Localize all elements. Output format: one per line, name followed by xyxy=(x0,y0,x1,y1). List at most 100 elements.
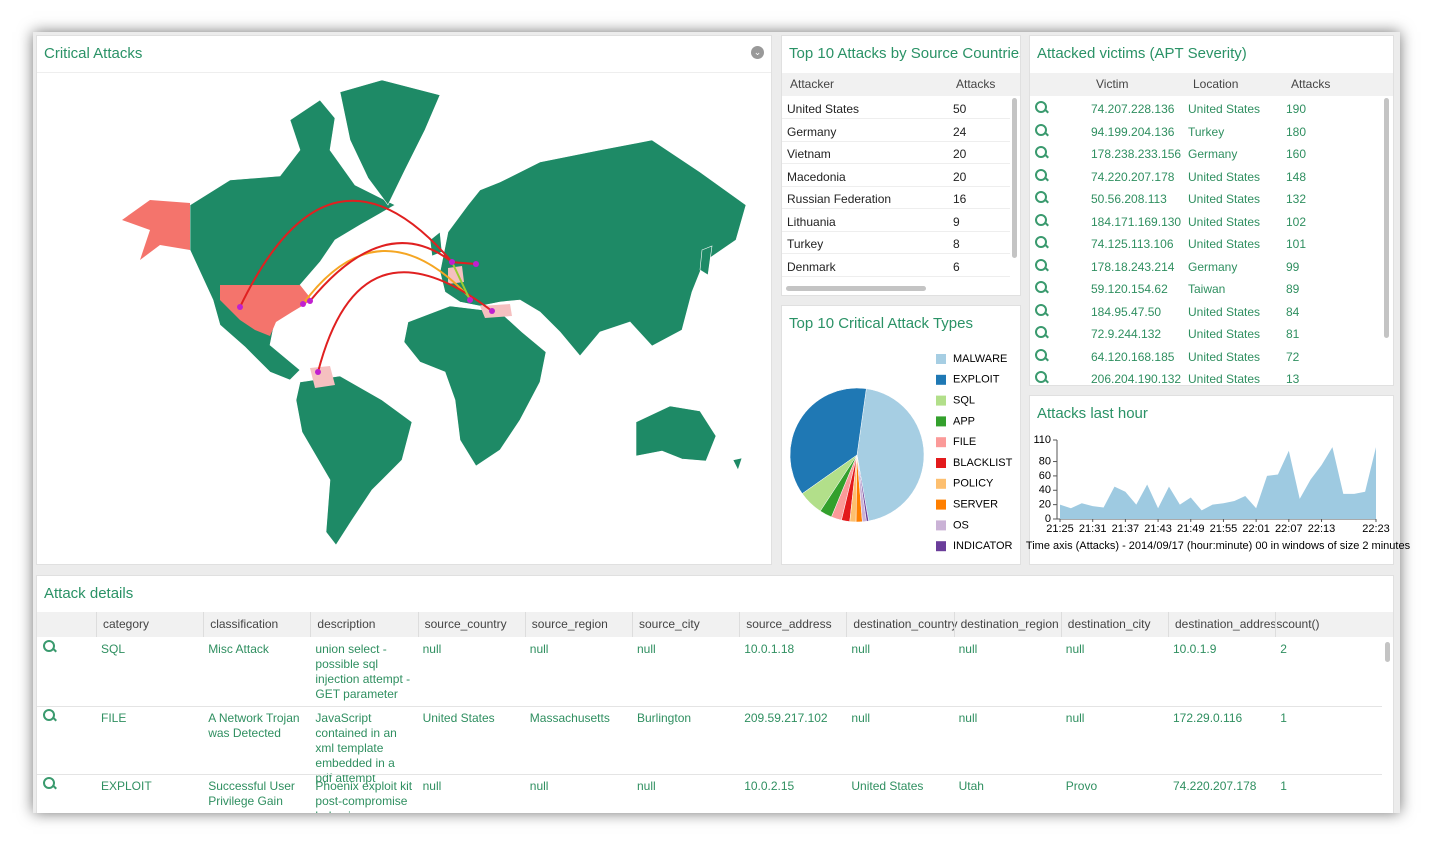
table-cell: 72.9.244.132 xyxy=(1091,327,1162,341)
table-cell: 9 xyxy=(953,214,960,229)
table-cell: 20 xyxy=(953,169,967,184)
table-cell: 20 xyxy=(953,147,967,161)
column-divider xyxy=(1168,612,1169,637)
table-cell: United States xyxy=(1188,102,1261,116)
row-divider xyxy=(782,208,1010,209)
attack-details-panel: Attack details category classification des… xyxy=(36,575,1394,813)
table-header xyxy=(37,612,1393,637)
icon-handle xyxy=(1044,198,1049,204)
row-divider xyxy=(37,705,1382,707)
scrollbar[interactable] xyxy=(1384,98,1389,338)
row-divider xyxy=(782,140,1010,142)
inspect-icon[interactable] xyxy=(1035,236,1049,249)
icon-handle xyxy=(1044,288,1049,294)
inspect-icon[interactable] xyxy=(43,708,57,721)
table-cell: 206.204.190.132 xyxy=(1091,372,1182,386)
icon-handle xyxy=(52,784,57,790)
scrollbar[interactable] xyxy=(786,286,926,291)
table-cell: United States xyxy=(787,102,860,116)
inspect-icon[interactable] xyxy=(1035,303,1049,316)
column-divider xyxy=(846,612,848,637)
column-divider xyxy=(632,612,633,637)
inspect-icon[interactable] xyxy=(43,777,57,790)
table-cell: 148 xyxy=(1286,169,1307,184)
table-cell: 50.56.208.113 xyxy=(1091,192,1167,206)
column-header: count() xyxy=(1282,617,1320,631)
table-cell: Denmark xyxy=(787,259,836,274)
icon-handle xyxy=(52,647,57,653)
table-cell: United States xyxy=(1188,192,1261,206)
inspect-icon[interactable] xyxy=(1035,258,1049,271)
critical-attacks-panel: Critical Attacks ⌄ xyxy=(36,35,772,565)
table-cell: null xyxy=(1065,710,1085,725)
table-cell: Provo xyxy=(1065,779,1098,793)
table-cell: United States xyxy=(1188,214,1261,229)
icon-handle xyxy=(1044,243,1049,249)
inspect-icon[interactable] xyxy=(1035,213,1049,226)
table-cell: null xyxy=(637,642,656,656)
inspect-icon[interactable] xyxy=(1035,281,1049,294)
table-cell: FILE xyxy=(101,710,127,725)
table-cell: Lithuania xyxy=(787,214,836,229)
table-cell: United States xyxy=(1188,372,1261,386)
panel-title: Top 10 Attacks by Source Countries xyxy=(789,45,1021,62)
table-cell: 84 xyxy=(1286,304,1300,319)
panel-title: Attack details xyxy=(44,585,134,602)
inspect-icon[interactable] xyxy=(1035,101,1049,114)
inspect-icon[interactable] xyxy=(1035,168,1049,181)
scrollbar[interactable] xyxy=(1385,642,1390,662)
table-cell: Turkey xyxy=(1188,124,1225,139)
panel-title: Attacked victims (APT Severity) xyxy=(1037,45,1247,62)
column-header: destination_region xyxy=(960,617,1059,631)
inspect-icon[interactable] xyxy=(1035,123,1049,136)
inspect-icon[interactable] xyxy=(1035,348,1049,361)
table-cell: United States xyxy=(1188,327,1261,341)
column-header: source_city xyxy=(639,617,700,631)
table-cell: Massachusetts xyxy=(529,710,610,725)
inspect-icon[interactable] xyxy=(1035,326,1049,339)
table-cell: 1 xyxy=(1280,779,1287,793)
table-cell: United States xyxy=(851,779,924,793)
collapse-button[interactable]: ⌄ xyxy=(751,46,764,59)
table-cell: null xyxy=(958,710,978,725)
column-divider xyxy=(203,612,205,637)
inspect-icon[interactable] xyxy=(1035,146,1049,159)
scrollbar[interactable] xyxy=(1012,98,1017,258)
table-cell: 13 xyxy=(1286,372,1300,386)
table-cell: 178.18.243.214 xyxy=(1091,259,1175,274)
table-cell: Germany xyxy=(1188,259,1238,274)
column-divider xyxy=(96,612,97,637)
icon-handle xyxy=(1044,378,1049,384)
column-header: destination_country xyxy=(853,617,958,631)
table-cell: 178.238.233.156 xyxy=(1091,147,1182,161)
inspect-icon[interactable] xyxy=(43,640,57,653)
table-cell: null xyxy=(422,642,442,656)
icon-handle xyxy=(1044,356,1049,361)
table-cell: 10.0.2.15 xyxy=(744,779,795,793)
inspect-icon[interactable] xyxy=(1035,191,1049,204)
table-cell: United States xyxy=(1188,169,1261,184)
victims-panel: Attacked victims (APT Severity) Victim Lo… xyxy=(1029,35,1394,386)
table-cell: 184.171.169.130 xyxy=(1091,214,1182,229)
table-cell: 180 xyxy=(1286,124,1307,139)
table-cell: 74.220.207.178 xyxy=(1173,779,1257,793)
table-cell: 6 xyxy=(953,259,960,274)
table-cell: Germany xyxy=(787,124,837,139)
icon-handle xyxy=(1044,311,1049,316)
table-cell: 64.120.168.185 xyxy=(1091,349,1175,364)
column-divider xyxy=(417,612,419,637)
table-cell: null xyxy=(422,779,442,793)
table-cell: United States xyxy=(1188,349,1261,364)
table-cell: 172.29.0.116 xyxy=(1173,710,1243,725)
table-cell: 16 xyxy=(953,192,967,206)
column-header: Attacker xyxy=(790,77,835,91)
table-cell: 74.125.113.106 xyxy=(1091,237,1174,251)
panel-title: Attacks last hour xyxy=(1037,405,1148,422)
table-cell: null xyxy=(1065,642,1085,656)
table-cell: United States xyxy=(422,710,495,725)
table-cell: 10.0.1.18 xyxy=(744,642,795,656)
row-divider xyxy=(782,230,1010,232)
column-header: Victim xyxy=(1096,77,1129,91)
inspect-icon[interactable] xyxy=(1035,371,1049,384)
